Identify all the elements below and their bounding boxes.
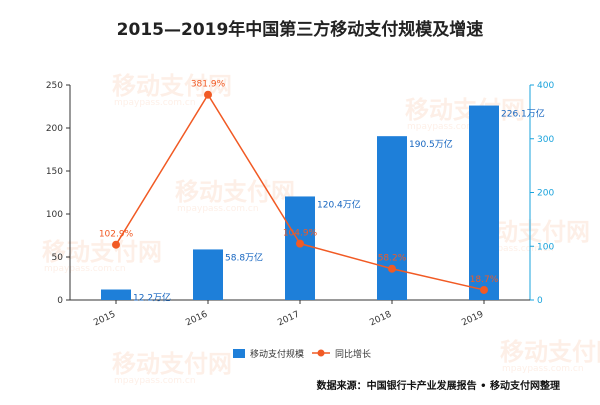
y-left-tick-label: 50: [52, 253, 64, 263]
legend-swatch-point: [317, 349, 325, 357]
y-left-tick-label: 200: [46, 124, 63, 134]
line-data-label: 381.9%: [191, 80, 226, 90]
line-data-label: 104.9%: [283, 229, 318, 239]
line-point-2016: [204, 90, 212, 99]
watermark-text: 移动支付网: [42, 238, 162, 266]
legend: 移动支付规模 同比增长: [233, 348, 371, 360]
y-left-tick-label: 250: [46, 81, 63, 91]
watermark-subtext: mpaypass.com.cn: [502, 364, 584, 374]
x-tick-label: 2015: [92, 310, 117, 329]
legend-label-line: 同比增长: [335, 348, 371, 360]
x-tick-label: 2017: [276, 310, 301, 329]
line-data-label: 18.7%: [470, 275, 499, 285]
watermark-subtext: mpaypass.com.cn: [114, 376, 196, 386]
line-series: 102.9% 381.9% 104.9% 58.2% 18.7%: [99, 80, 499, 294]
y-right-tick-label: 300: [537, 135, 554, 145]
watermark-text: 移动支付网: [175, 178, 295, 206]
watermark-subtext: mpaypass.com.cn: [407, 122, 489, 132]
y-left-tick-label: 150: [46, 167, 63, 177]
bar-2019: [469, 105, 499, 300]
y-right-tick-label: 400: [537, 81, 554, 91]
x-tick-label: 2019: [460, 310, 485, 329]
line-data-label: 58.2%: [378, 254, 407, 264]
line-point-2019: [480, 285, 488, 294]
bar-data-label: 58.8万亿: [225, 251, 263, 263]
source-note: 数据来源：中国银行卡产业发展报告 • 移动支付网整理: [317, 379, 560, 392]
line-data-label: 102.9%: [99, 230, 134, 240]
bar-data-label: 226.1万亿: [501, 108, 545, 120]
watermark-text: 移动支付网: [112, 350, 232, 378]
watermark-subtext: mpaypass.com.cn: [114, 98, 196, 108]
bar-data-label: 120.4万亿: [317, 198, 361, 210]
chart-title: 2015—2019年中国第三方移动支付规模及增速: [117, 19, 484, 40]
x-tick-label: 2016: [184, 310, 209, 329]
line-point-2017: [296, 239, 304, 248]
line-point-2018: [388, 264, 396, 273]
watermark-subtext: mpaypass.com.cn: [44, 264, 126, 274]
watermark-text: 移动支付网: [405, 96, 525, 124]
y-right-tick-label: 100: [537, 242, 554, 252]
y-left-tick-label: 100: [46, 210, 63, 220]
watermark-text: 移动支付网: [500, 338, 600, 366]
y-right-tick-label: 0: [537, 296, 543, 306]
bar-data-label: 12.2万亿: [133, 292, 171, 304]
watermark-subtext: mpaypass.com.cn: [177, 204, 259, 214]
watermark-subtext: mpaypass.com.cn: [472, 244, 554, 254]
bar-2016: [193, 249, 223, 300]
x-tick-label: 2018: [368, 310, 393, 329]
legend-label-bar: 移动支付规模: [250, 348, 304, 360]
line-point-2015: [112, 240, 120, 249]
bar-2015: [101, 289, 131, 300]
watermark-text: 移动支付网: [112, 72, 232, 100]
legend-swatch-bar: [233, 349, 245, 358]
bar-series: 12.2万亿 58.8万亿 120.4万亿 190.5万亿 226.1万亿: [101, 105, 545, 304]
bar-2017: [285, 196, 315, 300]
y-left-tick-label: 0: [57, 296, 63, 306]
y-right-tick-label: 200: [537, 189, 554, 199]
bar-2018: [377, 136, 407, 300]
bar-data-label: 190.5万亿: [409, 138, 453, 150]
